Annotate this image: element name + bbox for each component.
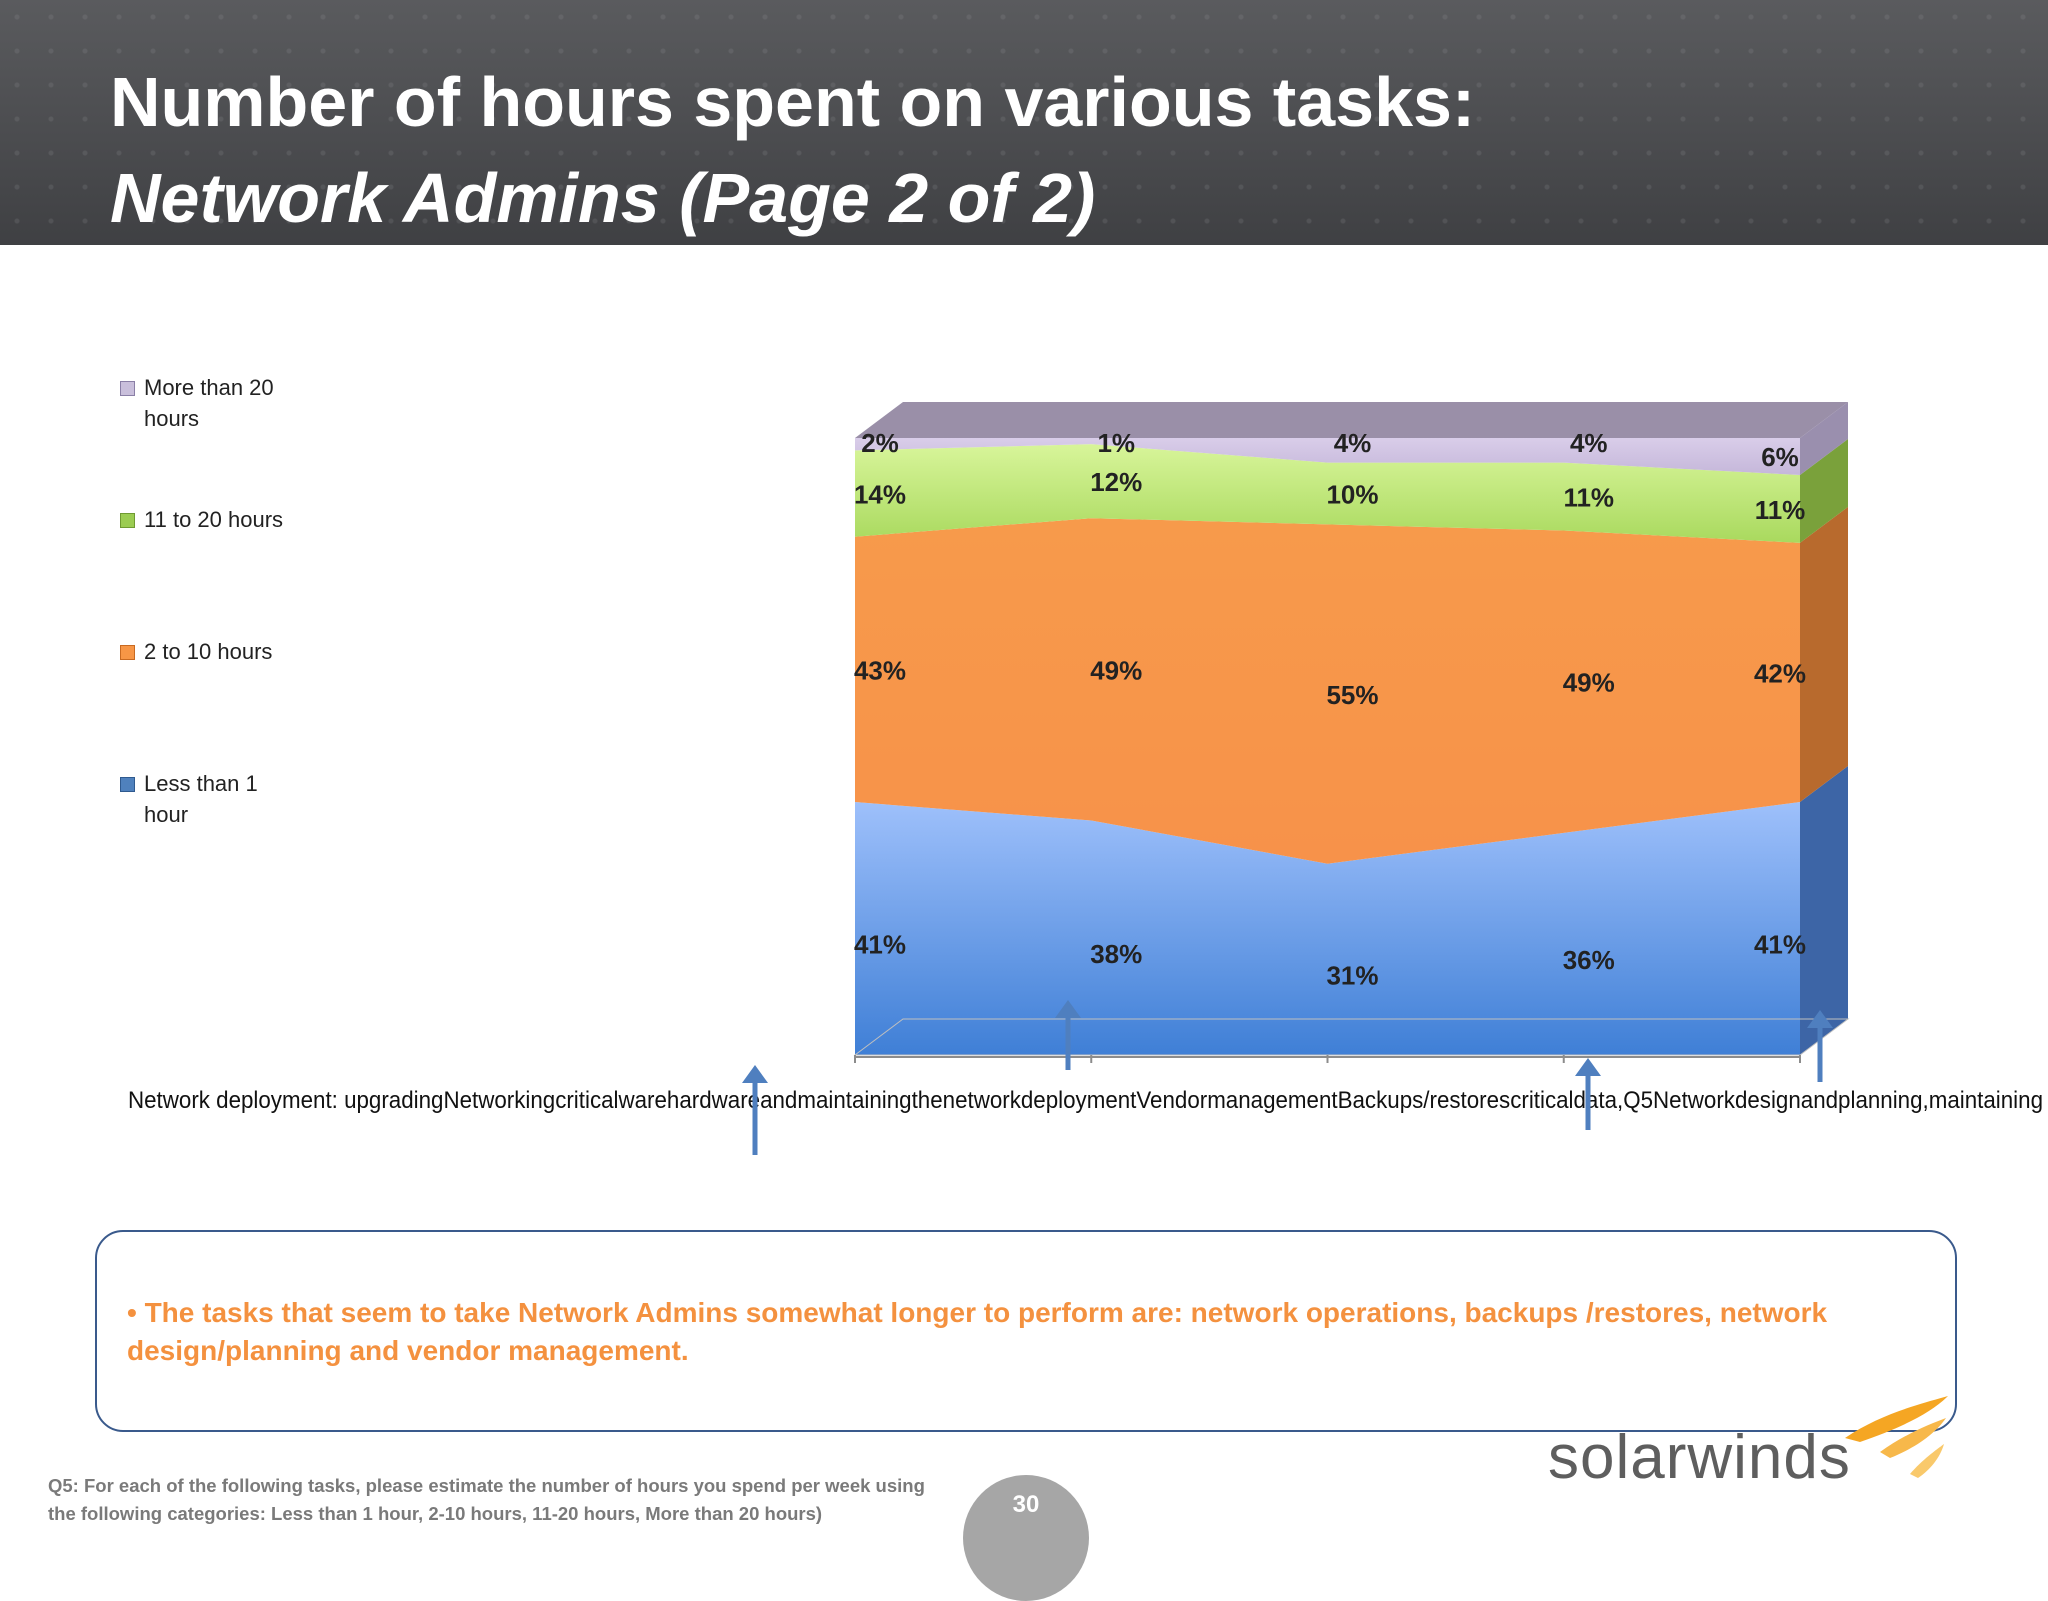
data-label-more-than-20: 4% — [1334, 428, 1372, 458]
survey-question-footnote: Q5: For each of the following tasks, ple… — [48, 1475, 925, 1524]
page-number: 30 — [963, 1475, 1089, 1601]
page-title: Number of hours spent on various tasks: — [110, 63, 1476, 141]
legend-label: More than 20 hours — [144, 375, 274, 431]
data-label-more-than-20: 6% — [1761, 442, 1799, 472]
arrow-head-icon — [742, 1065, 768, 1083]
stacked-area-chart: 41% 38% 31% 36% 41% 43% 49% 55% 49% 42% 14% 12% 10% 1… — [128, 402, 2043, 1155]
data-label-less-than-1: 41% — [1754, 930, 1806, 960]
solarwinds-logo: solarwinds — [1548, 1423, 1851, 1492]
data-label-2-to-10: 49% — [1090, 655, 1142, 685]
legend-swatch — [120, 645, 135, 660]
side-face-11-to-20 — [1800, 439, 1848, 543]
data-label-2-to-10: 43% — [854, 655, 906, 685]
arrow-head-icon — [1807, 1010, 1833, 1028]
data-label-11-to-20: 11% — [1563, 483, 1614, 513]
arrow-head-icon — [1575, 1058, 1601, 1076]
chart-floor — [853, 1018, 1850, 1056]
data-label-more-than-20: 2% — [861, 428, 899, 458]
legend-label: 2 to 10 hours — [144, 639, 273, 664]
side-face-2-to-10 — [1800, 506, 1848, 803]
data-label-more-than-20: 1% — [1097, 428, 1135, 458]
arrow-head-icon — [1055, 1000, 1081, 1018]
callout-box: • The tasks that seem to take Network Ad… — [95, 1230, 1957, 1432]
solarwinds-flare-icon — [1845, 1396, 1948, 1478]
data-label-less-than-1: 41% — [854, 930, 906, 960]
area-more-than-20 — [855, 438, 1800, 476]
header-texture — [0, 0, 2048, 245]
header-banner: Number of hours spent on various tasks: … — [0, 0, 2048, 245]
data-label-11-to-20: 10% — [1326, 480, 1378, 510]
data-label-11-to-20: 14% — [854, 480, 906, 510]
data-label-2-to-10: 42% — [1754, 658, 1806, 688]
data-label-11-to-20: 12% — [1090, 467, 1142, 497]
side-face-more-than-20 — [1800, 402, 1848, 476]
data-label-less-than-1: 31% — [1326, 960, 1378, 990]
x-axis-category-labels: Network deployment: upgradingNetworkingc… — [128, 1087, 2043, 1114]
data-label-more-than-20: 4% — [1570, 428, 1608, 458]
data-label-less-than-1: 38% — [1090, 939, 1142, 969]
legend-label: 11 to 20 hours — [144, 507, 284, 532]
legend-swatch — [120, 381, 135, 396]
area-2-to-10 — [855, 518, 1800, 864]
callout-text: • The tasks that seem to take Network Ad… — [127, 1297, 1828, 1366]
data-label-2-to-10: 49% — [1563, 668, 1615, 698]
area-11-to-20 — [855, 444, 1800, 543]
data-label-2-to-10: 55% — [1326, 680, 1378, 710]
chart-top-face — [855, 402, 1848, 438]
area-less-than-1 — [855, 802, 1800, 1055]
data-label-less-than-1: 36% — [1563, 945, 1615, 975]
page-subtitle: Network Admins (Page 2 of 2) — [110, 159, 1096, 237]
legend-swatch — [120, 777, 135, 792]
side-face-less-than-1 — [1800, 766, 1848, 1055]
legend-label: Less than 1 hour — [144, 771, 258, 827]
legend-swatch — [120, 513, 135, 528]
data-label-11-to-20: 11% — [1755, 495, 1806, 525]
